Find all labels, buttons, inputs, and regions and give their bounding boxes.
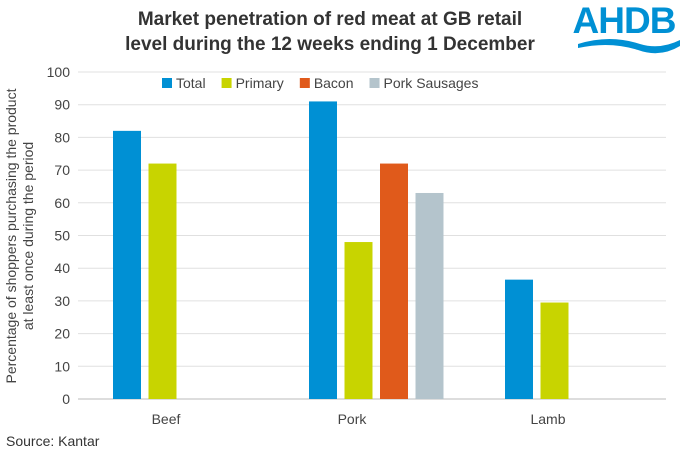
x-tick-label: Beef [152,411,181,427]
legend-label: Bacon [314,75,354,91]
bar-beef-primary [148,163,177,399]
y-tick-label: 10 [54,358,70,374]
bar-pork-primary [344,242,373,399]
legend-swatch [162,78,172,88]
y-tick-label: 100 [47,64,71,80]
y-tick-label: 0 [62,391,70,407]
y-tick-label: 70 [54,162,70,178]
bar-pork-total [309,101,337,400]
y-tick-label: 20 [54,326,70,342]
legend-swatch [299,78,310,88]
chart-title-line: level during the 12 weeks ending 1 Decem… [125,34,535,55]
y-tick-label: 30 [54,293,70,309]
legend-label: Primary [236,75,284,91]
x-tick-label: Lamb [530,411,565,427]
x-tick-label: Pork [338,411,368,427]
legend: Total Primary Bacon Pork Sausages [162,75,478,91]
source-note: Source: Kantar [6,433,100,449]
y-tick-label: 40 [54,260,70,276]
y-tick-label: 90 [54,97,70,113]
bar-lamb-primary [540,302,569,399]
legend-swatch [221,78,232,88]
chart-title: Market penetration of red meat at GB ret… [125,9,535,55]
ahdb-logo: AHDB [573,0,680,54]
y-axis-label-line: at least once during the period [20,142,36,330]
legend-swatch [369,78,380,88]
y-axis-label: Percentage of shoppers purchasing the pr… [3,88,36,383]
bar-beef-total [113,130,141,400]
y-tick-label: 50 [54,228,70,244]
y-axis-label-line: Percentage of shoppers purchasing the pr… [3,88,19,383]
bar-lamb-total [505,279,533,399]
chart-title-line: Market penetration of red meat at GB ret… [138,9,522,30]
y-tick-label: 60 [54,195,70,211]
bar-pork-pork-sausages [415,192,444,399]
bar-pork-bacon [380,163,408,399]
legend-label: Total [176,75,206,91]
y-tick-label: 80 [54,129,70,145]
legend-label: Pork Sausages [384,75,479,91]
svg-text:AHDB: AHDB [573,0,676,41]
